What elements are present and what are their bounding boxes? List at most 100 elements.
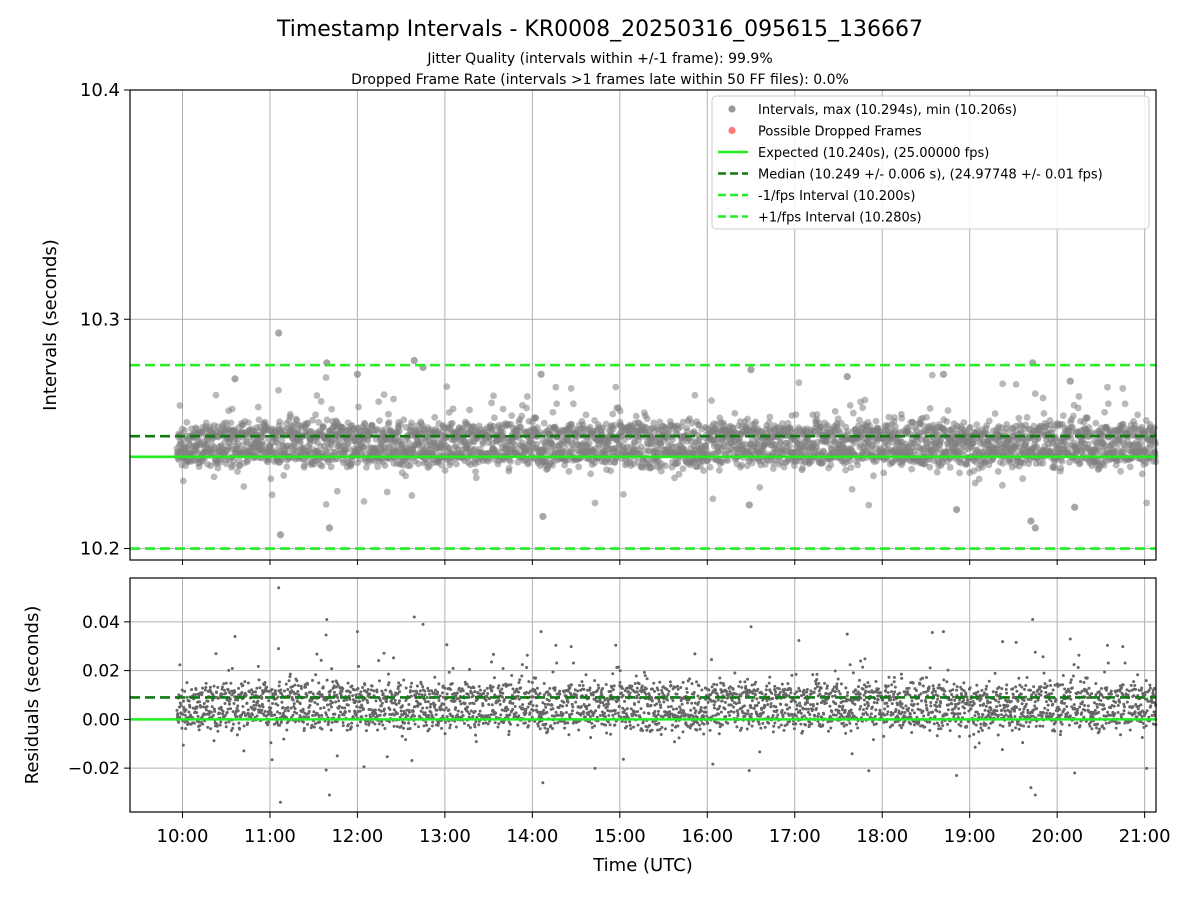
interval-point (909, 419, 917, 427)
residual-point (381, 692, 385, 696)
residual-point (404, 686, 408, 690)
residual-point (413, 722, 417, 726)
residual-point (240, 691, 244, 695)
residual-point (322, 706, 326, 710)
interval-point (549, 408, 557, 416)
residual-point (311, 692, 315, 696)
interval-point (448, 419, 456, 427)
interval-point (323, 416, 331, 424)
residual-point (207, 712, 211, 716)
interval-point (523, 393, 531, 400)
residual-point (422, 724, 426, 728)
interval-point (283, 463, 291, 471)
residual-point (364, 722, 368, 726)
residual-point (307, 709, 311, 713)
residual-point (517, 680, 521, 684)
residual-point (242, 724, 246, 728)
residual-point (377, 659, 381, 663)
residual-point (300, 687, 304, 691)
residual-point (275, 710, 279, 714)
residual-point (359, 690, 363, 694)
interval-point (1117, 467, 1124, 475)
interval-point (943, 418, 951, 425)
residual-point (429, 689, 433, 693)
residual-point (357, 664, 361, 668)
interval-point (934, 431, 942, 439)
residual-point (436, 690, 440, 694)
residual-point (445, 643, 449, 647)
residual-point (266, 723, 270, 727)
interval-point (946, 464, 954, 471)
residual-point (470, 691, 474, 695)
residual-point (421, 685, 425, 689)
interval-point (327, 463, 335, 471)
residual-point (490, 660, 494, 664)
residual-point (302, 726, 306, 730)
interval-point (275, 386, 282, 394)
residual-point (276, 695, 280, 699)
interval-point (363, 464, 370, 471)
residual-point (337, 704, 341, 708)
interval-point (319, 422, 327, 430)
residual-point (235, 733, 239, 737)
interval-point (1051, 464, 1059, 472)
residual-point (260, 708, 264, 712)
residual-point (457, 686, 461, 690)
legend-entry-label: Median (10.249 +/- 0.006 s), (24.97748 +… (758, 168, 1103, 183)
residual-point (214, 652, 218, 656)
residual-point (276, 703, 280, 707)
residual-point (448, 723, 452, 727)
residual-point (425, 706, 429, 710)
residual-point (409, 685, 413, 689)
residual-point (380, 689, 384, 693)
residual-point (333, 712, 337, 716)
interval-point (322, 501, 330, 508)
residual-point (188, 705, 192, 709)
residual-point (175, 708, 179, 712)
interval-point (375, 398, 383, 406)
residual-point (279, 688, 283, 692)
interval-point (616, 407, 624, 415)
interval-point (233, 468, 241, 475)
residual-point (408, 689, 412, 693)
residual-point (231, 710, 235, 714)
residual-point (180, 726, 184, 730)
interval-point (415, 460, 422, 468)
residual-point (350, 721, 354, 725)
interval-point (859, 404, 867, 412)
residual-point (429, 711, 433, 715)
residual-point (195, 711, 199, 715)
interval-point (765, 419, 773, 427)
interval-point (1075, 393, 1083, 400)
interval-point (517, 423, 525, 431)
residual-point (337, 714, 341, 718)
residual-point (301, 720, 305, 724)
residual-point (252, 699, 256, 703)
residual-point (273, 713, 277, 717)
residual-point (176, 712, 180, 716)
residual-point (444, 706, 448, 710)
residual-point (350, 684, 354, 688)
interval-point (254, 403, 262, 411)
residual-point (361, 685, 365, 689)
interval-point (799, 464, 807, 472)
residual-point (418, 689, 422, 693)
residual-point (267, 699, 271, 703)
residual-point (221, 712, 225, 716)
residual-point (478, 688, 482, 692)
residual-point (383, 727, 387, 731)
residual-point (407, 703, 411, 707)
residual-point (227, 702, 231, 706)
interval-point (956, 469, 963, 477)
residual-point (288, 672, 292, 676)
residual-point (178, 663, 182, 667)
interval-point (985, 417, 993, 425)
interval-point (452, 460, 460, 468)
residual-point (304, 685, 308, 689)
interval-point (355, 403, 362, 411)
residual-point (466, 693, 470, 697)
residual-point (497, 722, 501, 726)
interval-point (847, 464, 855, 472)
residual-point (224, 721, 228, 725)
